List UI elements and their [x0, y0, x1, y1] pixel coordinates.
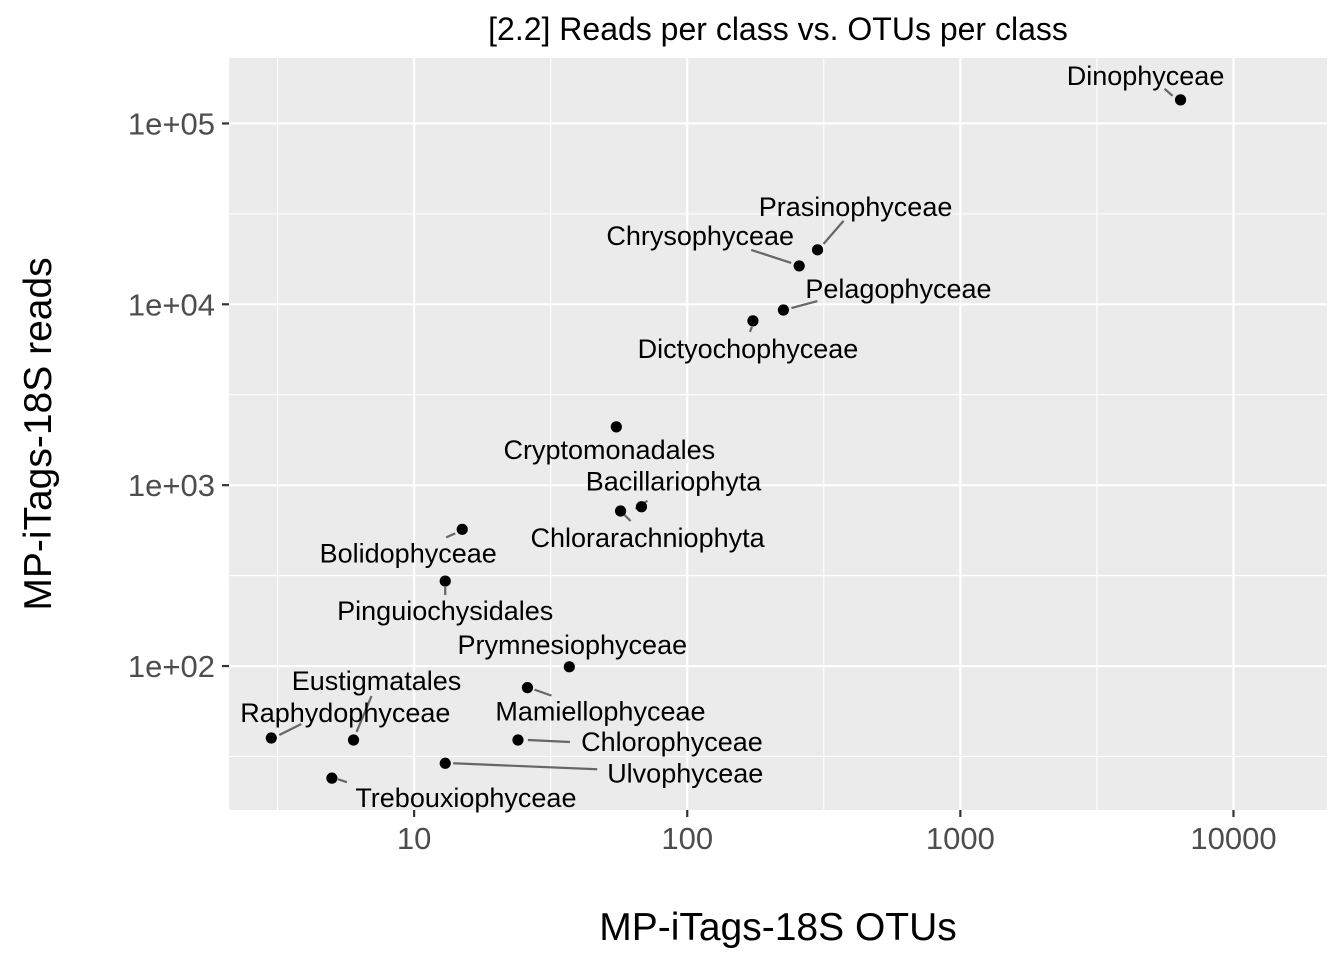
data-point: [1174, 94, 1187, 106]
data-point: [439, 757, 451, 769]
data-point: [793, 260, 805, 272]
data-point: [747, 315, 759, 327]
label-leader-line: [534, 688, 552, 697]
point-label: Chrysophyceae: [606, 221, 794, 251]
label-leader-line: [791, 299, 818, 310]
point-label: Mamiellophyceae: [495, 697, 705, 727]
y-tick-label: 1e+02: [128, 649, 215, 684]
data-point: [811, 244, 824, 256]
point-label: Dinophyceae: [1067, 61, 1225, 91]
label-leader-line: [623, 514, 632, 522]
data-point: [563, 661, 575, 673]
x-tick-label: 10: [397, 821, 431, 856]
data-point: [777, 304, 790, 316]
data-point: [326, 772, 338, 784]
point-label: Pinguiochysidales: [337, 596, 553, 626]
chart-title: [2.2] Reads per class vs. OTUs per class: [488, 11, 1068, 47]
data-point: [610, 421, 622, 433]
y-tick-label: 1e+04: [128, 287, 215, 322]
data-point: [265, 732, 277, 744]
data-point: [456, 523, 468, 535]
data-point: [614, 505, 627, 517]
label-leader-line: [453, 762, 598, 771]
label-leader-line: [355, 695, 373, 733]
x-axis-title: MP-iTags-18S OTUs: [599, 906, 957, 949]
label-leader-line: [822, 220, 845, 245]
y-axis-title: MP-iTags-18S reads: [17, 257, 60, 610]
label-leader-line: [748, 326, 753, 333]
label-leader-line: [445, 532, 456, 539]
point-label: Pelagophyceae: [805, 274, 991, 304]
x-tick-label: 10000: [1190, 821, 1276, 856]
x-axis: 10 100 1000 10000: [397, 810, 1277, 856]
y-tick-label: 1e+05: [128, 106, 215, 141]
y-axis: 1e+02 1e+03 1e+04 1e+05: [128, 106, 229, 684]
label-leader-line: [337, 778, 348, 784]
point-label: Bolidophyceae: [320, 538, 497, 568]
point-label: Prymnesiophyceae: [457, 630, 687, 660]
point-label: Bacillariophyta: [586, 467, 763, 497]
point-label: Ulvophyceae: [607, 758, 763, 788]
data-points: [265, 94, 1187, 784]
x-tick-label: 100: [661, 821, 713, 856]
point-label: Dictyochophyceae: [638, 334, 859, 364]
data-point: [512, 734, 524, 746]
point-label: Chlorophyceae: [581, 727, 763, 757]
data-point: [347, 734, 360, 746]
label-leader-line: [527, 738, 571, 744]
label-leader-line: [750, 248, 792, 264]
point-label: Prasinophyceae: [759, 192, 953, 222]
point-label: Trebouxiophyceae: [355, 783, 576, 813]
point-label: Chlorarachniophyta: [530, 523, 765, 553]
plot-panel: [229, 58, 1327, 810]
label-leader-line: [278, 723, 302, 737]
x-tick-label: 1000: [926, 821, 995, 856]
y-tick-label: 1e+03: [128, 468, 215, 503]
data-point: [635, 501, 648, 513]
minor-grid: [229, 58, 1327, 810]
point-label: Eustigmatales: [292, 666, 462, 696]
label-leader-lines: [278, 88, 1174, 784]
data-point: [521, 682, 534, 694]
point-label: Raphydophyceae: [240, 698, 450, 728]
data-point: [439, 575, 451, 587]
label-leader-line: [1163, 88, 1174, 97]
major-grid: [229, 58, 1327, 810]
point-label: Cryptomonadales: [504, 435, 716, 465]
